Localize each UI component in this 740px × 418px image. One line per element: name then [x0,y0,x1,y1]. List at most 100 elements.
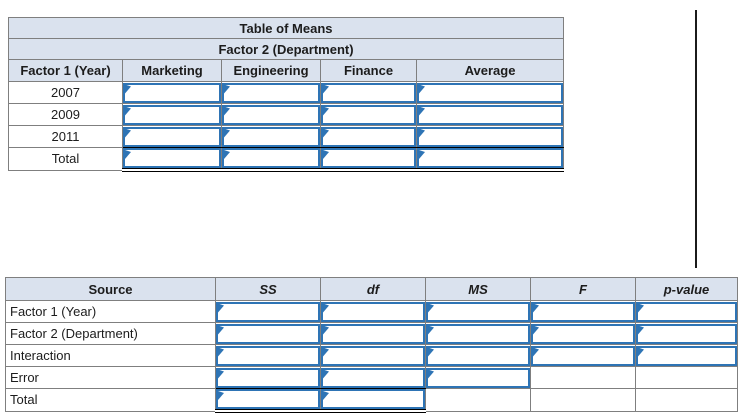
answer-flag-icon [125,150,131,159]
input-2011-average[interactable] [417,126,563,147]
input-total-finance[interactable] [321,148,416,167]
input-error-ms[interactable] [426,367,530,388]
answer-flag-icon [323,303,329,313]
row-label-2009: 2009 [8,103,123,126]
input-factor1-df[interactable] [321,301,425,322]
empty-cell-total-pvalue [635,388,738,412]
input-total-marketing[interactable] [123,148,221,167]
answer-flag-icon [428,303,434,313]
input-2011-finance[interactable] [321,126,416,147]
row-label-total: Total [8,147,123,171]
answer-flag-icon [323,106,329,116]
answer-flag-icon [419,150,425,159]
input-2011-engineering[interactable] [222,126,320,147]
answer-flag-icon [323,347,329,357]
empty-cell-error-f [530,366,636,389]
row-label-interaction: Interaction [5,344,216,367]
input-factor1-pvalue[interactable] [636,301,737,322]
means-title: Table of Means [7,17,565,39]
means-col-factor1: Factor 1 (Year) [8,59,123,82]
answer-flag-icon [218,369,224,379]
vertical-divider-line [695,10,697,268]
input-error-ss[interactable] [216,367,320,388]
input-interaction-ms[interactable] [426,345,530,366]
answer-flag-icon [224,128,230,138]
input-total-engineering[interactable] [222,148,320,167]
input-total-average[interactable] [417,148,563,167]
table-row: Total [5,388,738,413]
anova-col-ss: SS [215,277,321,301]
empty-cell-total-f [530,388,636,412]
input-factor2-ss[interactable] [216,323,320,344]
table-row: 2007 [8,81,565,104]
input-error-df[interactable] [321,367,425,388]
answer-flag-icon [428,325,434,335]
input-interaction-df[interactable] [321,345,425,366]
input-2011-marketing[interactable] [123,126,221,147]
input-2007-finance[interactable] [321,82,416,103]
answer-flag-icon [419,106,425,116]
anova-col-f: F [530,277,636,301]
means-col-finance: Finance [320,59,417,82]
row-label-anova-total: Total [5,388,216,412]
answer-flag-icon [323,391,329,400]
means-subtitle: Factor 2 (Department) [7,38,565,60]
means-col-average: Average [415,59,565,82]
input-interaction-pvalue[interactable] [636,345,737,366]
empty-cell-error-pvalue [635,366,738,389]
table-row: Factor 1 (Year) [5,300,738,323]
answer-flag-icon [419,128,425,138]
input-factor2-pvalue[interactable] [636,323,737,344]
table-of-means: Table of Means Factor 2 (Department) Fac… [7,17,565,172]
answer-flag-icon [224,84,230,94]
anova-col-ms: MS [425,277,531,301]
answer-flag-icon [428,369,434,379]
input-2009-marketing[interactable] [123,104,221,125]
input-interaction-f[interactable] [531,345,635,366]
answer-flag-icon [533,347,539,357]
input-factor2-df[interactable] [321,323,425,344]
input-2007-marketing[interactable] [123,82,221,103]
means-col-engineering: Engineering [221,59,321,82]
input-2007-engineering[interactable] [222,82,320,103]
anova-col-pvalue: p-value [635,277,738,301]
input-anova-total-ss[interactable] [216,389,320,408]
answer-flag-icon [638,347,644,357]
answer-flag-icon [323,325,329,335]
input-2009-average[interactable] [417,104,563,125]
input-factor2-ms[interactable] [426,323,530,344]
table-row: 2009 [8,103,565,126]
table-row: 2011 [8,125,565,148]
answer-flag-icon [428,347,434,357]
input-factor2-f[interactable] [531,323,635,344]
row-label-factor2: Factor 2 (Department) [5,322,216,345]
input-factor1-f[interactable] [531,301,635,322]
input-2007-average[interactable] [417,82,563,103]
table-row: Error [5,366,738,389]
answer-flag-icon [224,150,230,159]
anova-header-row: Source SS df MS F p-value [5,277,738,301]
input-anova-total-df[interactable] [321,389,425,408]
row-label-factor1: Factor 1 (Year) [5,300,216,323]
answer-flag-icon [224,106,230,116]
answer-flag-icon [218,347,224,357]
answer-flag-icon [638,303,644,313]
means-col-marketing: Marketing [122,59,222,82]
anova-col-source: Source [5,277,216,301]
input-2009-finance[interactable] [321,104,416,125]
answer-flag-icon [419,84,425,94]
input-factor1-ms[interactable] [426,301,530,322]
answer-flag-icon [218,325,224,335]
answer-flag-icon [638,325,644,335]
table-row: Total [8,147,565,172]
row-label-error: Error [5,366,216,389]
anova-col-df: df [320,277,426,301]
answer-flag-icon [533,325,539,335]
input-factor1-ss[interactable] [216,301,320,322]
input-2009-engineering[interactable] [222,104,320,125]
anova-table: Source SS df MS F p-value Factor 1 (Year… [5,277,738,413]
input-interaction-ss[interactable] [216,345,320,366]
answer-flag-icon [218,303,224,313]
table-row: Interaction [5,344,738,367]
